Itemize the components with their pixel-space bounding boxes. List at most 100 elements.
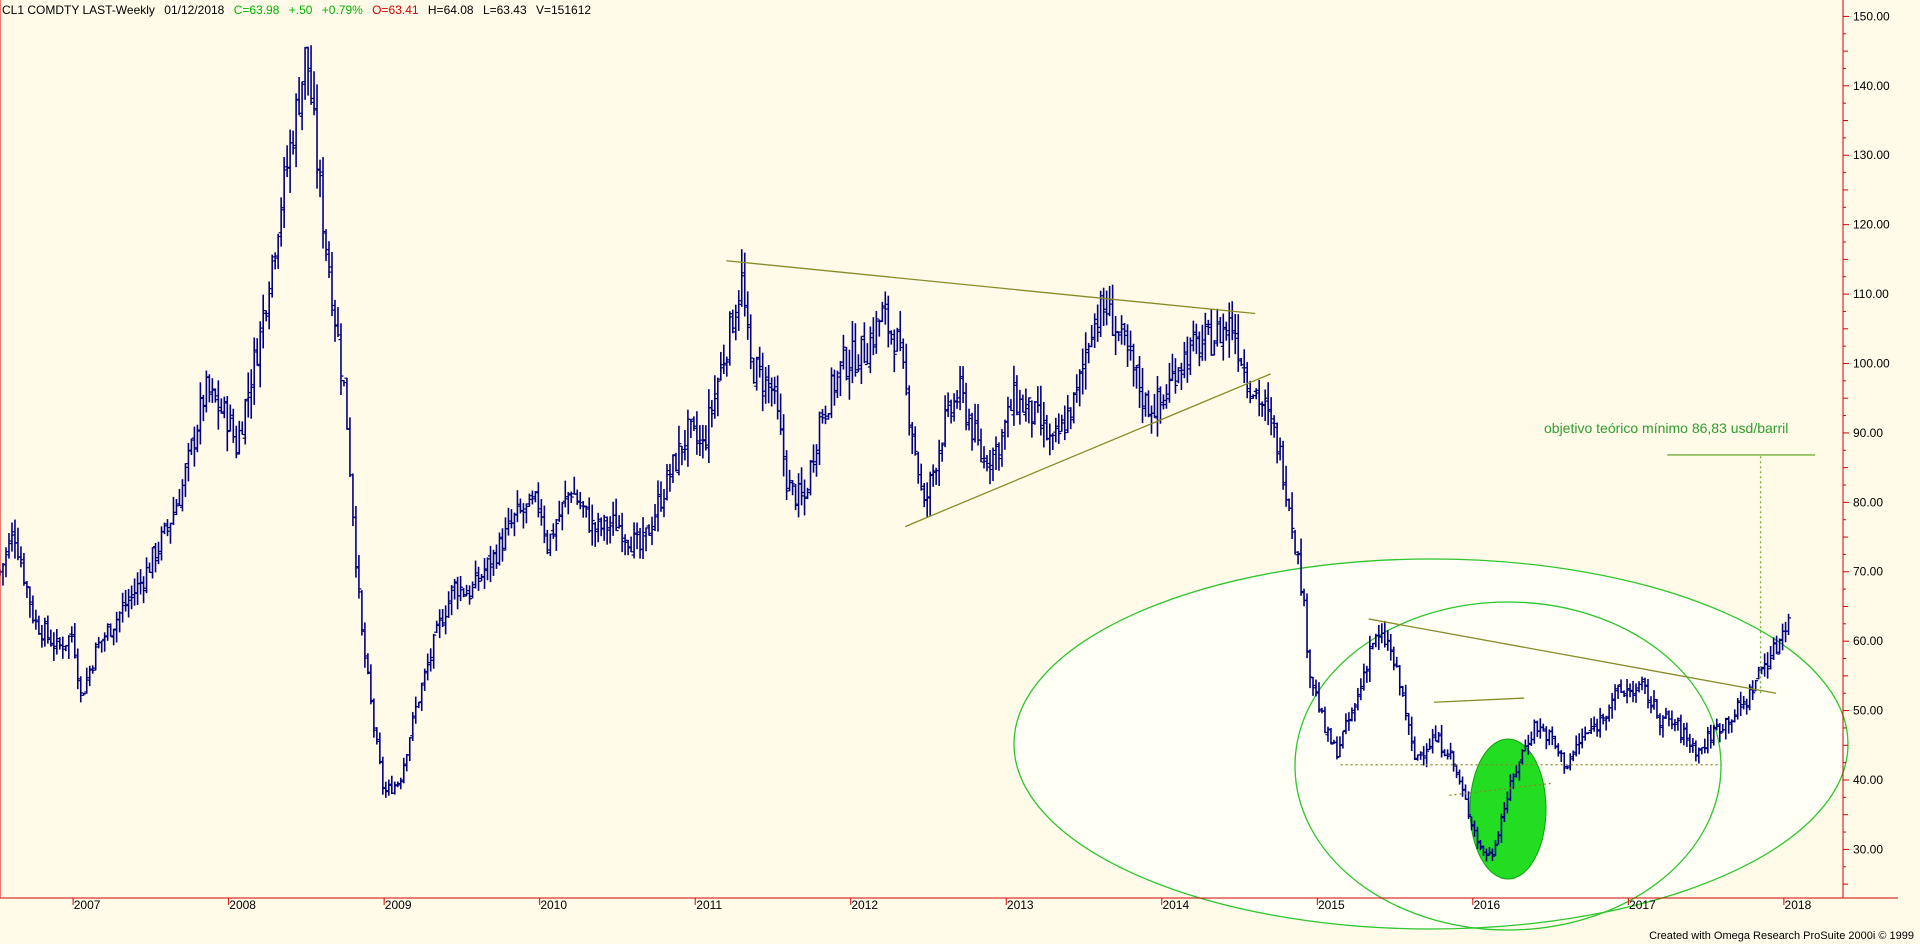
ohlc-bar	[1065, 395, 1071, 433]
ohlc-bar	[1307, 649, 1313, 689]
outer-ellipse	[1013, 558, 1849, 930]
ohlc-bar	[230, 408, 236, 443]
ohlc-bar	[290, 130, 296, 155]
ohlc-bar	[1220, 313, 1226, 361]
ohlc-bar	[1032, 401, 1038, 425]
ohlc-bar	[505, 507, 511, 536]
ohlc-bar	[467, 585, 473, 605]
y-tick-label: 120.00	[1853, 218, 1890, 232]
ohlc-bar	[404, 754, 410, 772]
ohlc-bar	[796, 473, 802, 518]
ohlc-bar	[1786, 613, 1792, 636]
ohlc-bar	[1621, 690, 1627, 698]
ohlc-bar	[93, 642, 99, 671]
ohlc-bar	[978, 428, 984, 463]
ohlc-bar	[1193, 323, 1199, 354]
ohlc-bar	[1750, 680, 1756, 701]
ohlc-bar	[383, 781, 389, 798]
ohlc-bar	[1322, 706, 1328, 734]
trendlines	[726, 260, 1816, 796]
x-tick-label: 2009	[385, 898, 412, 912]
ohlc-bar	[508, 509, 514, 529]
ohlc-bar	[1154, 376, 1160, 437]
ohlc-bar	[392, 781, 398, 795]
ohlc-bar	[281, 156, 287, 229]
ohlc-bar	[870, 317, 876, 356]
ohlc-bar	[727, 311, 733, 366]
ohlc-bar	[1053, 417, 1059, 443]
ohlc-bar	[84, 667, 90, 694]
ohlc-bar	[99, 640, 105, 653]
ohlc-bar	[102, 632, 108, 652]
ohlc-bar	[75, 648, 81, 690]
ohlc-bar	[347, 417, 353, 478]
ohlc-bar	[1765, 652, 1771, 679]
high-label: H=64.08	[427, 3, 474, 17]
ohlc-bar	[960, 366, 966, 404]
ohlc-bar	[188, 438, 194, 456]
ohlc-bar	[1726, 716, 1732, 734]
ohlc-bar	[1483, 848, 1489, 862]
ohlc-bar	[984, 455, 990, 472]
ohlc-bar	[583, 505, 589, 518]
ohlc-bar	[565, 492, 571, 515]
ohlc-bar	[111, 628, 117, 646]
ohlc-bar	[359, 590, 365, 636]
y-tick-label: 70.00	[1853, 565, 1883, 579]
close-label: C=63.98	[233, 3, 280, 17]
ohlc-bar	[843, 346, 849, 381]
ohlc-bar	[221, 396, 227, 419]
ohlc-bar	[855, 354, 861, 373]
ohlc-bar	[628, 536, 634, 553]
ohlc-bar	[927, 471, 933, 516]
ohlc-bar	[1199, 324, 1205, 361]
ohlc-bar	[595, 512, 601, 543]
ohlc-bar	[1026, 397, 1032, 424]
ohlc-bar	[416, 701, 422, 709]
ohlc-bar	[132, 578, 138, 606]
ohlc-bar	[553, 518, 559, 551]
ohlc-bar	[604, 516, 610, 545]
ohlc-bar	[1600, 713, 1606, 725]
ohlc-bar	[1187, 337, 1193, 376]
volume-label: V=151612	[536, 3, 592, 17]
ohlc-bar	[1134, 365, 1140, 389]
ohlc-bar	[1717, 723, 1723, 743]
chart-header: CL1 COMDTY LAST-Weekly 01/12/2018 C=63.9…	[2, 3, 597, 17]
ohlc-bar	[48, 629, 54, 647]
ohlc-bar	[1343, 713, 1349, 735]
ohlc-bar	[655, 480, 661, 532]
ohlc-bar	[574, 489, 580, 505]
ohlc-bar	[873, 311, 879, 354]
ohlc-bar	[532, 491, 538, 503]
ohlc-bar	[1095, 304, 1101, 342]
ohlc-bar	[254, 338, 260, 366]
ohlc-bar	[981, 446, 987, 469]
ohlc-bar	[1313, 679, 1319, 697]
ohlc-bar	[260, 294, 266, 349]
y-tick-label: 140.00	[1853, 79, 1890, 93]
ohlc-bar	[1241, 349, 1247, 384]
ohlc-bar	[422, 668, 428, 691]
ohlc-bar	[1346, 712, 1352, 731]
ohlc-bar	[1122, 322, 1128, 346]
ohlc-bar	[1008, 399, 1014, 412]
ohlc-bar	[903, 343, 909, 396]
ohlc-bar	[126, 588, 132, 618]
ohlc-bar	[335, 306, 341, 337]
ohlc-bar	[667, 463, 673, 492]
ohlc-bar	[1017, 389, 1023, 425]
ohlc-bar	[1163, 384, 1169, 409]
ohlc-bar	[1104, 290, 1110, 326]
ohlc-bar	[60, 636, 66, 659]
ohlc-bar	[529, 490, 535, 505]
ohlc-bar	[897, 311, 903, 352]
ohlc-bar	[42, 617, 48, 647]
ohlc-bar	[571, 476, 577, 495]
ohlc-bar	[559, 501, 565, 531]
ohlc-bar	[1029, 400, 1035, 438]
ohlc-bar	[1131, 343, 1137, 387]
ohlc-bar	[1304, 593, 1310, 659]
x-tick-label: 2015	[1318, 898, 1345, 912]
ohlc-bar	[129, 585, 135, 610]
